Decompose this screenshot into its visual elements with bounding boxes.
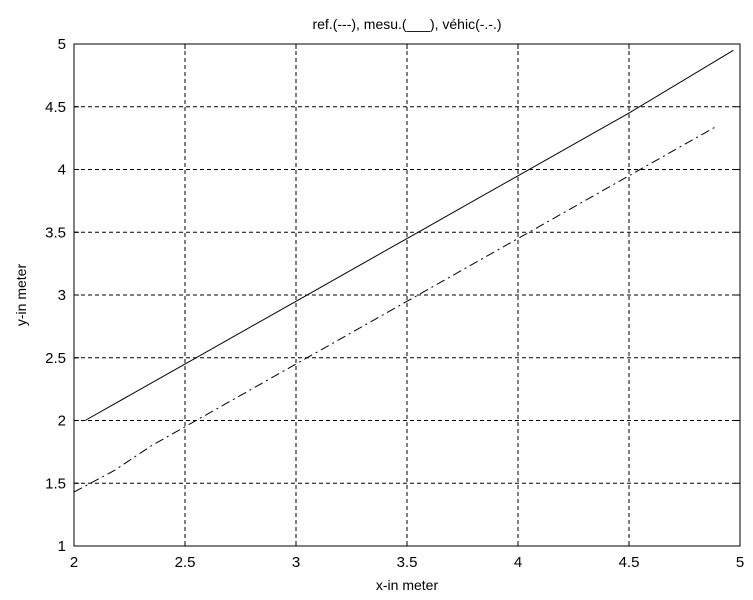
y-tick-label: 4 <box>58 162 66 179</box>
y-tick-label: 3 <box>58 287 66 304</box>
y-tick-label: 4.5 <box>45 99 66 116</box>
y-tick-label: 3.5 <box>45 224 66 241</box>
x-tick-label: 3.5 <box>397 554 418 571</box>
x-tick-label: 3 <box>292 554 300 571</box>
grid <box>74 44 740 546</box>
x-tick-label: 5 <box>736 554 744 571</box>
y-axis-title: y-in meter <box>13 264 29 327</box>
x-tick-label: 2.5 <box>175 554 196 571</box>
x-axis-title: x-in meter <box>376 577 439 593</box>
series-lines <box>73 49 734 493</box>
x-tick-label: 4.5 <box>619 554 640 571</box>
y-tick-label: 2.5 <box>45 350 66 367</box>
tick-labels: 2 2.5 3 3.5 4 4.5 5 1 1.5 2 2.5 3 3.5 4 4.5 5 <box>45 36 744 571</box>
x-tick-label: 4 <box>514 554 522 571</box>
y-tick-label: 1 <box>58 538 66 555</box>
y-tick-label: 2 <box>58 413 66 430</box>
y-tick-label: 5 <box>58 36 66 53</box>
series-line-solid <box>84 49 734 421</box>
series-line-dashdot <box>73 125 719 493</box>
chart-title: ref.(---), mesu.(___), véhic(-.-.) <box>312 16 501 32</box>
axis-ticks <box>73 43 741 547</box>
y-tick-label: 1.5 <box>45 475 66 492</box>
x-tick-label: 2 <box>70 554 78 571</box>
